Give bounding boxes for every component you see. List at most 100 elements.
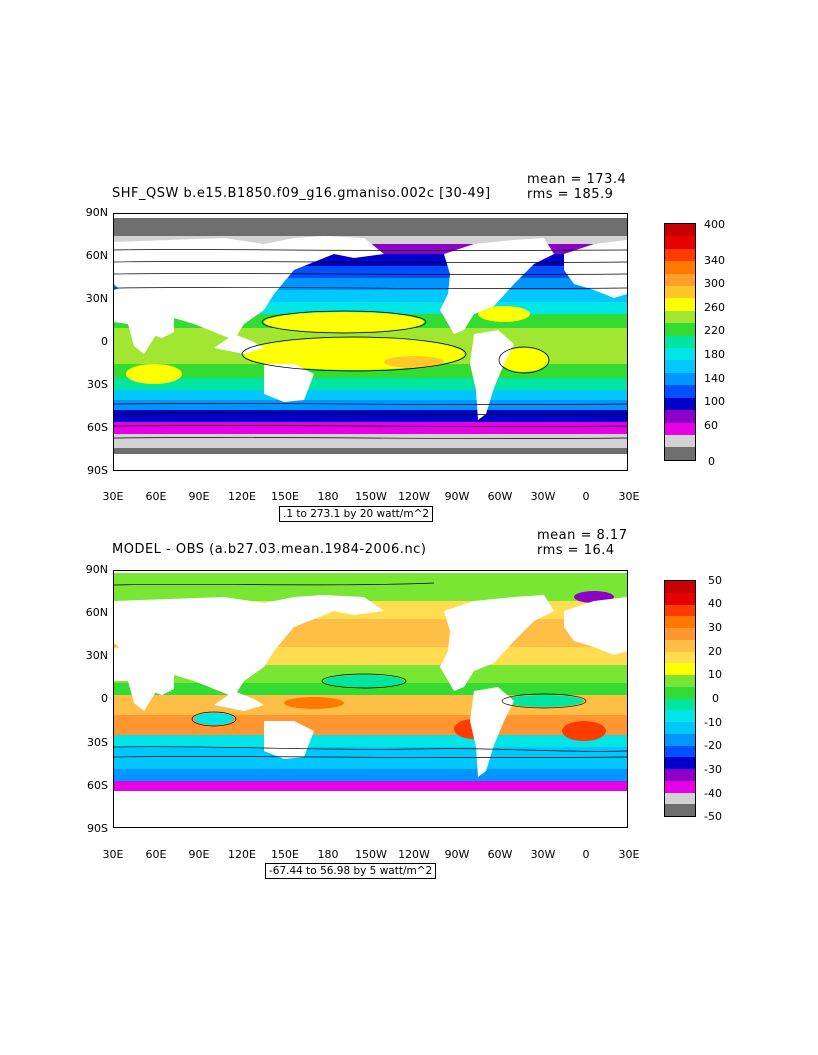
colorbar-swatch: [665, 710, 695, 722]
panel-2-lat-label: 0: [101, 692, 108, 705]
panel-1-colorbar-label: 60: [704, 419, 718, 432]
colorbar-swatch: [665, 248, 695, 262]
colorbar-swatch: [665, 236, 695, 249]
panel-1-lon-label: 30E: [618, 490, 640, 503]
panel-1-lat-label: 30S: [87, 378, 108, 391]
panel-2-lon-label: 90W: [444, 848, 470, 861]
panel-1-colorbar-label: 400: [704, 218, 725, 231]
panel-1-colorbar-label: 0: [708, 455, 715, 468]
colorbar-swatch: [665, 224, 695, 237]
colorbar-swatch: [665, 616, 695, 628]
panel-1-mean: mean = 173.4: [527, 172, 627, 187]
panel-2-lon-label: 180: [317, 848, 339, 861]
colorbar-swatch: [665, 261, 695, 274]
colorbar-swatch: [665, 592, 695, 605]
panel-2-contour-info: -67.44 to 56.98 by 5 watt/m^2: [265, 863, 437, 879]
panel-2-lon-label: 150E: [271, 848, 299, 861]
panel-2-lon-label: 60W: [487, 848, 513, 861]
panel-1-lon-label: 0: [582, 490, 590, 503]
panel-2-title: MODEL - OBS (a.b27.03.mean.1984-2006.nc): [112, 542, 427, 557]
colorbar-swatch: [665, 733, 695, 746]
panel-2-colorbar: [664, 580, 696, 817]
colorbar-swatch: [665, 372, 695, 386]
panel-2-colorbar-label: 50: [708, 574, 722, 587]
panel-1-lat-label: 60N: [85, 249, 108, 262]
panel-2-lon-label: 0: [582, 848, 590, 861]
colorbar-swatch: [665, 323, 695, 336]
panel-2-colorbar-label: -50: [704, 810, 722, 823]
colorbar-swatch: [665, 686, 695, 699]
panel-1-colorbar-label: 260: [704, 301, 725, 314]
colorbar-swatch: [665, 722, 695, 734]
colorbar-swatch: [665, 604, 695, 617]
colorbar-swatch: [665, 698, 695, 711]
panel-2-rms: rms = 16.4: [537, 543, 615, 558]
panel-2-lon-label: 30E: [618, 848, 640, 861]
panel-1-lon-label: 30E: [102, 490, 124, 503]
panel-2-lon-label: 120E: [228, 848, 256, 861]
panel-1-map: [113, 213, 628, 471]
panel-1-colorbar-label: 300: [704, 277, 725, 290]
colorbar-swatch: [665, 348, 695, 361]
colorbar-swatch: [665, 447, 695, 460]
panel-1-lat-label: 90N: [85, 206, 108, 219]
colorbar-swatch: [665, 397, 695, 411]
panel-1-lon-label: 150W: [355, 490, 387, 503]
panel-2-mean: mean = 8.17: [537, 528, 628, 543]
colorbar-swatch: [665, 663, 695, 675]
colorbar-swatch: [665, 434, 695, 448]
colorbar-swatch: [665, 651, 695, 664]
panel-1-lat-label: 60S: [87, 421, 108, 434]
panel-1-lon-label: 120E: [228, 490, 256, 503]
panel-2-lat-label: 30S: [87, 736, 108, 749]
panel-1-lat-label: 30N: [85, 292, 108, 305]
panel-1-lon-label: 120W: [398, 490, 430, 503]
panel-1-lat-label: 90S: [87, 464, 108, 477]
panel-2-colorbar-label: 30: [708, 621, 722, 634]
colorbar-swatch: [665, 273, 695, 287]
panel-2-lat-label: 90N: [85, 563, 108, 576]
colorbar-swatch: [665, 675, 695, 687]
panel-2-lon-label: 90E: [188, 848, 210, 861]
colorbar-swatch: [665, 639, 695, 652]
panel-1-rms: rms = 185.9: [527, 187, 614, 202]
panel-2-colorbar-label: -30: [704, 763, 722, 776]
panel-1-colorbar-label: 180: [704, 348, 725, 361]
panel-2-lat-label: 90S: [87, 822, 108, 835]
panel-2-colorbar-label: -10: [704, 716, 722, 729]
panel-1-lat-label: 0: [101, 335, 108, 348]
panel-1-lon-label: 180: [317, 490, 339, 503]
panel-1-colorbar-label: 340: [704, 254, 725, 267]
panel-2-colorbar-label: 20: [708, 645, 722, 658]
colorbar-swatch: [665, 792, 695, 805]
colorbar-swatch: [665, 360, 695, 373]
panel-1-contour-info: .1 to 273.1 by 20 watt/m^2: [279, 506, 434, 522]
colorbar-swatch: [665, 581, 695, 593]
panel-1-lon-label: 60E: [145, 490, 167, 503]
panel-1-lon-label: 90W: [444, 490, 470, 503]
panel-2-lon-label: 60E: [145, 848, 167, 861]
panel-2-lon-label: 120W: [398, 848, 430, 861]
panel-2-lon-label: 30W: [530, 848, 556, 861]
panel-2-colorbar-label: 40: [708, 597, 722, 610]
colorbar-swatch: [665, 769, 695, 781]
panel-2-lat-label: 30N: [85, 649, 108, 662]
colorbar-swatch: [665, 298, 695, 311]
colorbar-swatch: [665, 804, 695, 816]
colorbar-swatch: [665, 745, 695, 758]
panel-1-lon-label: 60W: [487, 490, 513, 503]
panel-2-colorbar-label: 10: [708, 668, 722, 681]
panel-1-colorbar: [664, 223, 696, 461]
colorbar-swatch: [665, 780, 695, 793]
panel-2-colorbar-label: -40: [704, 787, 722, 800]
colorbar-swatch: [665, 628, 695, 640]
panel-2-colorbar-label: -20: [704, 739, 722, 752]
panel-1-lon-label: 30W: [530, 490, 556, 503]
panel-1-title: SHF_QSW b.e15.B1850.f09_g16.gmaniso.002c…: [112, 186, 491, 201]
colorbar-swatch: [665, 385, 695, 398]
panel-2-lon-label: 150W: [355, 848, 387, 861]
colorbar-swatch: [665, 335, 695, 349]
colorbar-swatch: [665, 757, 695, 769]
panel-2-map: [113, 570, 628, 828]
colorbar-swatch: [665, 422, 695, 435]
